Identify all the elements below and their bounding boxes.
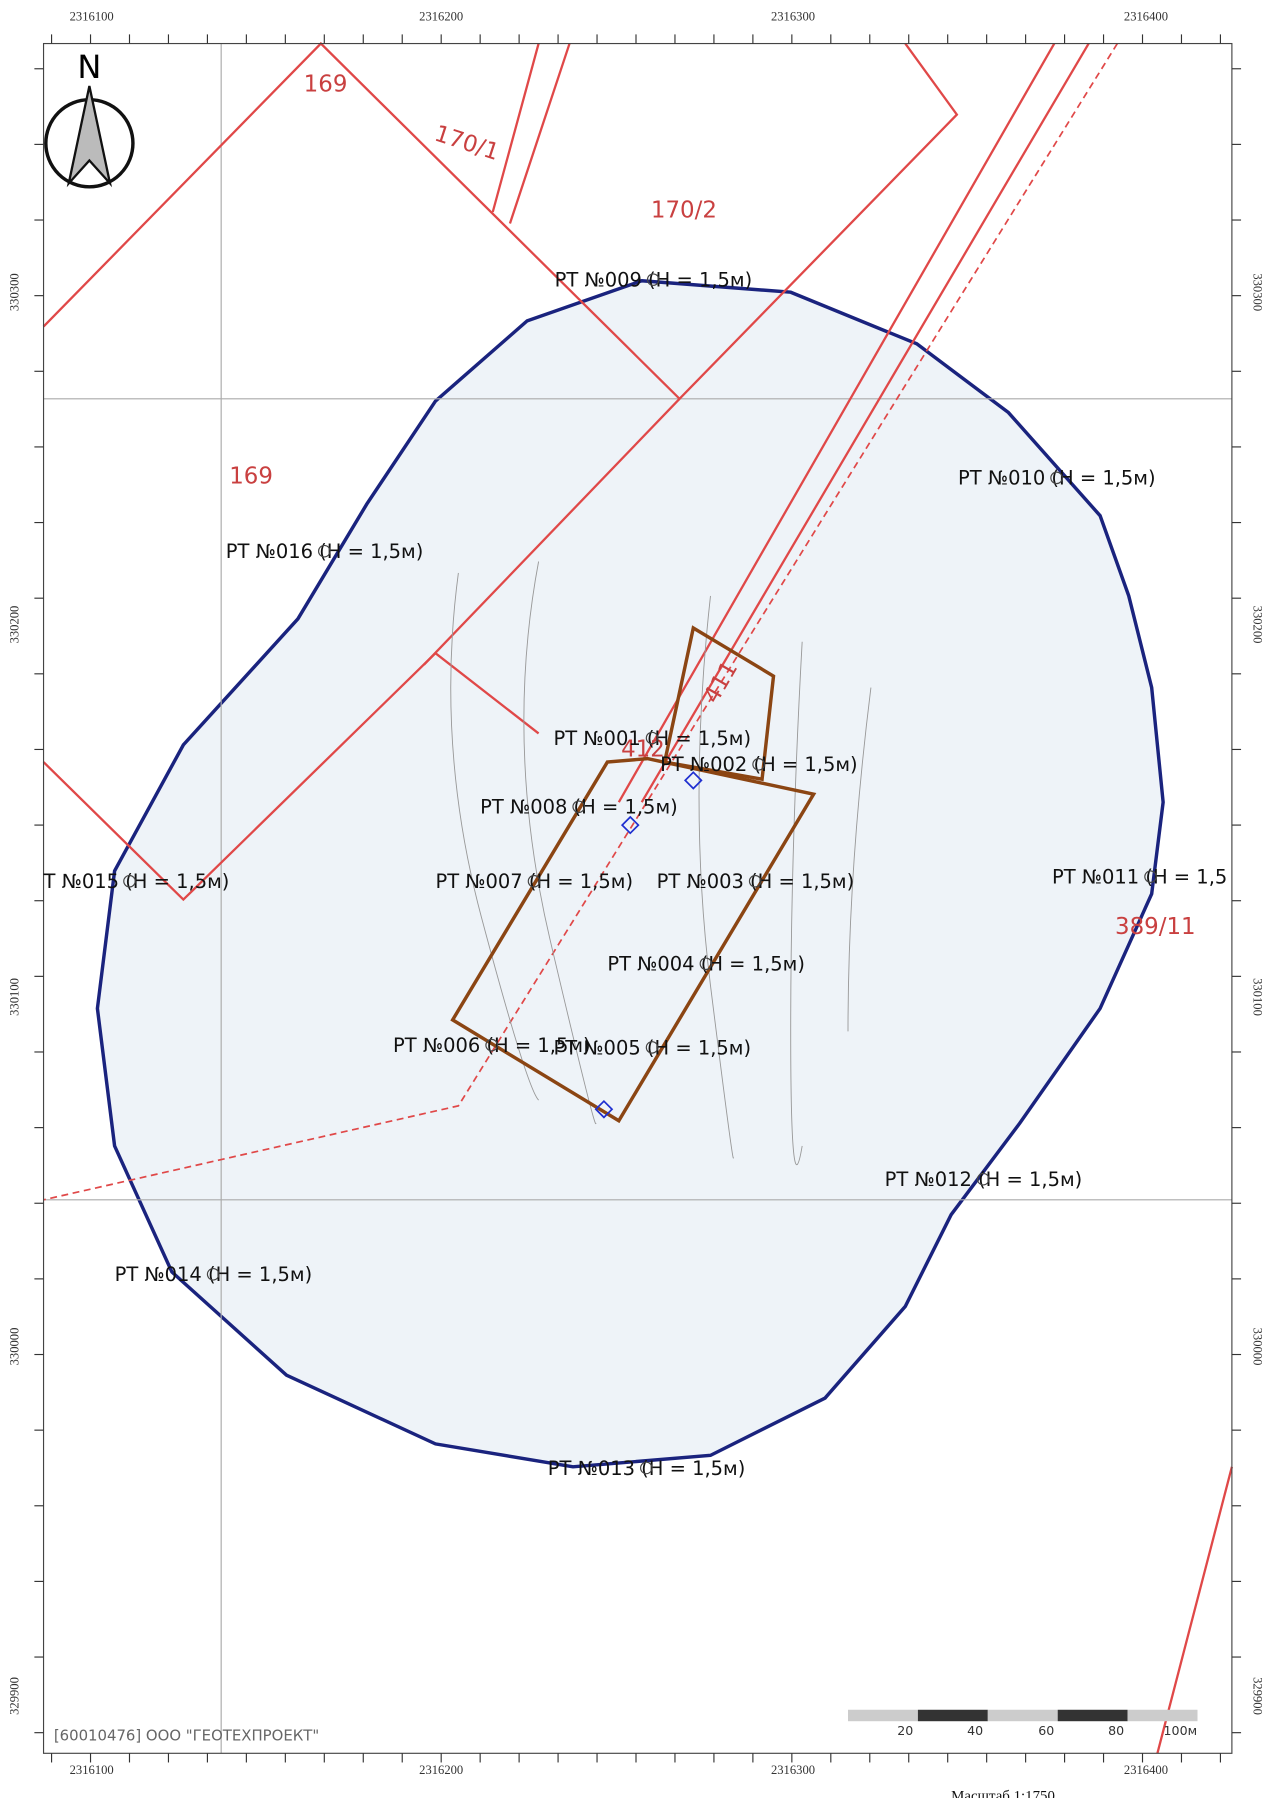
point-marker (1050, 471, 1063, 485)
point-marker (318, 544, 331, 558)
point-label: РТ №012 (Н = 1,5м) (885, 1168, 1083, 1191)
coord-label: 330000 (7, 1328, 21, 1366)
parcel-label: 170/2 (651, 198, 717, 224)
scale-label: 20 (897, 1723, 913, 1738)
point-marker (640, 1461, 653, 1475)
zone (95, 279, 1165, 1469)
coord-label: 330300 (7, 273, 21, 311)
point-label: РТ №009 (Н = 1,5м) (555, 268, 753, 291)
point-marker (527, 874, 541, 888)
coord-label: 330200 (1251, 606, 1265, 644)
coord-label: 2316300 (771, 1763, 815, 1777)
coord-label: 2316200 (419, 1763, 463, 1777)
point-marker (572, 800, 586, 814)
point-label: РТ №001 (Н = 1,5м) (553, 727, 751, 750)
coord-label: 330300 (1251, 273, 1265, 311)
point-label: РТ №004 (Н = 1,5м) (607, 953, 805, 976)
scale-label: 40 (967, 1723, 983, 1738)
point-label: РТ №008 (Н = 1,5м) (480, 796, 678, 819)
frame (42, 42, 1233, 1754)
parcel-label: 389/11 (1115, 914, 1196, 940)
building (594, 771, 703, 1119)
parcel-lines (42, 41, 1234, 1754)
scale-bar (848, 1709, 1198, 1722)
coord-label: 2316100 (70, 1763, 114, 1777)
coord-label: 329900 (1251, 1677, 1265, 1715)
point-label: Т №015 (Н = 1,5м) (43, 870, 230, 893)
coord-label: 330000 (1251, 1328, 1265, 1366)
coord-label: 329900 (7, 1677, 21, 1715)
scale-label: 60 (1038, 1723, 1054, 1738)
parcel-label: 169 (229, 464, 273, 490)
point-label: РТ №003 (Н = 1,5м) (657, 870, 855, 893)
point-marker (976, 1172, 990, 1186)
coord-label: 330200 (7, 606, 21, 644)
company: [60010476] ООО "ГЕОТЕХПРОЕКТ" (54, 1727, 319, 1745)
coord-label: 2316400 (1124, 1763, 1168, 1777)
point-marker (752, 758, 765, 771)
point-label: РТ №006 (Н = 1,5м) (393, 1034, 591, 1057)
point-marker (206, 1267, 220, 1281)
point-label: РТ №011 (Н = 1,5 (1052, 866, 1227, 889)
coord-label: 330100 (1251, 978, 1265, 1016)
point-marker (123, 874, 136, 888)
point-label: РТ №014 (Н = 1,5м) (115, 1263, 313, 1286)
point-marker (1144, 870, 1157, 883)
point-label: РТ №010 (Н = 1,5м) (958, 467, 1156, 490)
coord-label: 2316300 (771, 10, 815, 24)
point-marker (645, 1041, 659, 1054)
point-label: РТ №016 (Н = 1,5м) (226, 540, 424, 563)
point-label: РТ №002 (Н = 1,5м) (660, 753, 858, 776)
coord-label: 330100 (7, 978, 21, 1016)
point-marker (748, 874, 762, 888)
coord-label: 2316200 (419, 10, 463, 24)
point-label: РТ №007 (Н = 1,5м) (435, 870, 633, 893)
coord-label: 2316100 (70, 10, 114, 24)
grid (43, 43, 1232, 1754)
north-arrow: N (44, 48, 135, 189)
point-marker (645, 731, 659, 745)
scale-label: 100м (1164, 1723, 1198, 1738)
point-marker (646, 273, 660, 286)
scale-caption: Масштаб 1:1750 (951, 1788, 1055, 1798)
point-marker (699, 957, 713, 971)
north-label: N (77, 48, 101, 86)
point-label: РТ №005 (Н = 1,5м) (553, 1036, 751, 1059)
point-marker (485, 1038, 498, 1052)
parcel-label: 169 (304, 72, 348, 98)
parcel-outlines (450, 625, 817, 1124)
point-label: РТ №013 (Н = 1,5м) (548, 1457, 746, 1480)
coord-label: 2316400 (1124, 10, 1168, 24)
contours (450, 561, 872, 1166)
scale-label: 80 (1108, 1723, 1124, 1738)
